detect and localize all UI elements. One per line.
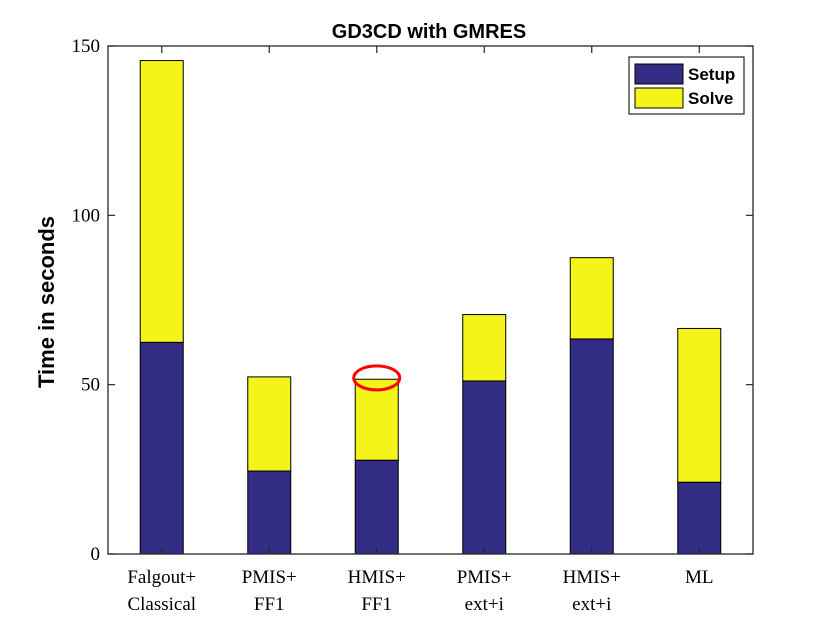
bar-solve-3 [462,314,507,382]
x-tick-label-1-1: FF1 [254,594,285,615]
x-tick-label-3-1: ext+i [465,594,504,615]
bar-solve-2 [354,378,399,461]
bar-solve-0 [139,60,184,343]
y-axis-label: Time in seconds [34,216,59,388]
bar-setup-4 [569,338,614,555]
legend-swatch-solve [634,87,684,109]
bar-setup-0 [139,341,184,555]
y-tick-label-3: 150 [72,36,101,57]
chart-title: GD3CD with GMRES [332,21,526,43]
y-tick-label-2: 100 [72,205,101,226]
x-tick-label-2-1: FF1 [361,594,392,615]
annotation-ellipse-0 [352,364,402,392]
x-tick-label-1-0: PMIS+ [242,567,297,588]
legend-label-solve: Solve [688,89,733,108]
x-tick-label-0-0: Falgout+ [127,567,196,588]
bar-solve-4 [569,257,614,340]
x-tick-label-5-0: ML [685,567,714,588]
plot-area: 0 50 100 150 Falgout+ Classical PMIS+ FF1 HMIS+ F… [72,36,754,615]
x-tick-label-3-0: PMIS+ [457,567,512,588]
x-tick-label-0-1: Classical [127,594,196,615]
bar-solve-5 [677,327,722,483]
x-tick-label-4-1: ext+i [572,594,611,615]
legend-swatch-setup [634,63,684,85]
bar-setup-2 [354,459,399,555]
legend-label-setup: Setup [688,65,735,84]
y-tick-label-1: 50 [81,375,100,396]
bar-setup-1 [247,470,292,555]
y-tick-label-0: 0 [91,544,101,565]
bar-setup-3 [462,380,507,555]
x-tick-label-4-0: HMIS+ [563,567,621,588]
bar-solve-1 [247,376,292,472]
x-tick-label-2-0: HMIS+ [348,567,406,588]
axes-box [107,45,754,555]
bar-setup-5 [677,481,722,555]
